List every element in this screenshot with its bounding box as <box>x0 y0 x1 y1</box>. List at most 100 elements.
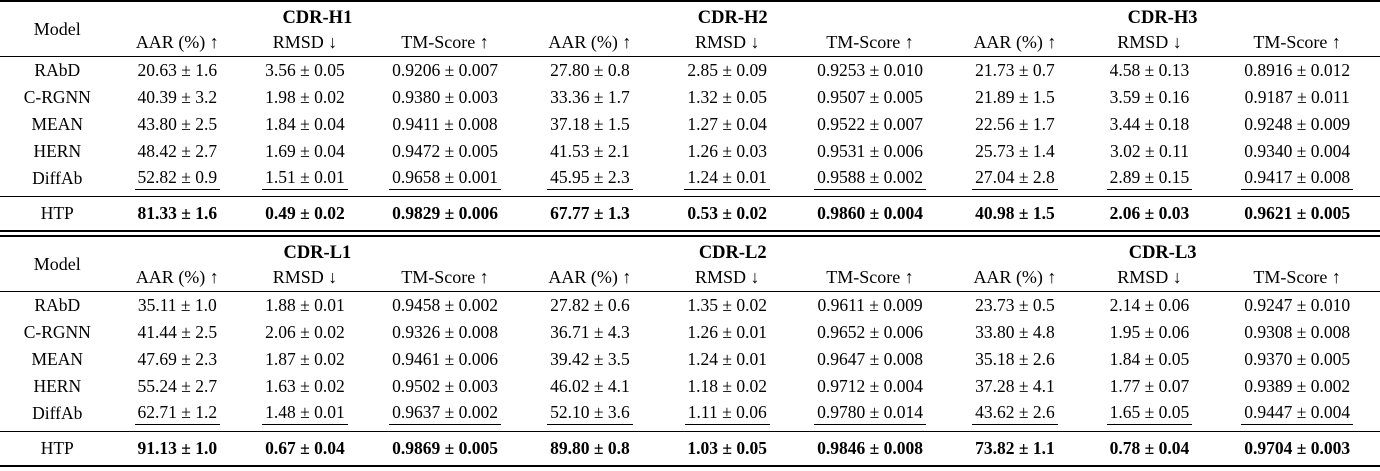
metric-value-cell: 1.11 ± 0.06 <box>660 400 795 432</box>
metric-value: 0.9869 ± 0.005 <box>392 438 498 458</box>
metric-value: 1.88 ± 0.01 <box>265 295 345 315</box>
metric-value: 33.36 ± 1.7 <box>550 87 630 107</box>
metric-value: 1.98 ± 0.02 <box>265 87 345 107</box>
metric-value: 27.04 ± 2.8 <box>972 167 1058 190</box>
metric-value-cell: 0.9417 ± 0.008 <box>1214 165 1380 197</box>
metric-value-cell: 22.56 ± 1.7 <box>945 111 1084 138</box>
metric-value-cell: 81.33 ± 1.6 <box>114 196 241 231</box>
metric-header-tmscore: TM-Score ↑ <box>794 264 946 292</box>
metric-value: 3.56 ± 0.05 <box>265 60 345 80</box>
cdr-heavy-chain-table: Model CDR-H1 CDR-H2 CDR-H3 AAR (%) ↑ RMS… <box>0 0 1380 232</box>
metric-value-cell: 37.28 ± 4.1 <box>945 373 1084 400</box>
metric-value-cell: 2.06 ± 0.03 <box>1084 196 1215 231</box>
metric-value: 81.33 ± 1.6 <box>137 203 218 223</box>
metric-value: 0.67 ± 0.04 <box>265 438 345 458</box>
group-header-row: Model CDR-H1 CDR-H2 CDR-H3 <box>0 1 1380 57</box>
metric-value: 1.24 ± 0.01 <box>684 167 771 190</box>
metric-value: 2.14 ± 0.06 <box>1109 295 1190 315</box>
metric-value-cell: 2.14 ± 0.06 <box>1085 292 1215 320</box>
metric-value-cell: 0.9461 ± 0.006 <box>370 346 520 373</box>
metric-value: 0.8916 ± 0.012 <box>1244 60 1351 80</box>
metric-value-cell: 35.18 ± 2.6 <box>945 346 1084 373</box>
metric-value: 0.9652 ± 0.006 <box>817 322 923 342</box>
metric-value: 0.9308 ± 0.008 <box>1244 322 1351 342</box>
table-row-rabd: RAbD 20.63 ± 1.6 3.56 ± 0.05 0.9206 ± 0.007… <box>0 57 1380 85</box>
metric-value-cell: 0.9588 ± 0.002 <box>795 165 945 197</box>
model-name: C-RGNN <box>23 322 91 342</box>
metric-value-cell: 0.9704 ± 0.003 <box>1214 431 1380 466</box>
metric-value-cell: 1.69 ± 0.04 <box>240 138 370 165</box>
metric-header-rmsd: RMSD ↓ <box>1084 264 1215 292</box>
metric-value-cell: 0.8916 ± 0.012 <box>1214 57 1380 85</box>
metric-value: 27.80 ± 0.8 <box>550 60 630 80</box>
metric-value: 25.73 ± 1.4 <box>975 141 1055 161</box>
metric-value: 2.06 ± 0.02 <box>265 322 345 342</box>
metric-value: 39.42 ± 3.5 <box>550 349 630 369</box>
metric-value-cell: 0.9380 ± 0.003 <box>370 84 520 111</box>
metric-value-cell: 27.82 ± 0.6 <box>520 292 659 320</box>
metric-value: 1.84 ± 0.05 <box>1109 349 1190 369</box>
metric-value-cell: 0.9472 ± 0.005 <box>370 138 520 165</box>
metric-value: 46.02 ± 4.1 <box>550 376 630 396</box>
metric-value: 43.80 ± 2.5 <box>137 114 218 134</box>
metric-value: 20.63 ± 1.6 <box>137 60 218 80</box>
metric-value: 0.53 ± 0.02 <box>687 203 768 223</box>
metric-value-cell: 1.95 ± 0.06 <box>1085 319 1215 346</box>
model-name: HTP <box>0 431 115 466</box>
metric-value-cell: 0.9458 ± 0.002 <box>370 292 520 320</box>
group-header-cdr-h1: CDR-H1 <box>282 8 353 28</box>
table-row-hern: HERN 48.42 ± 2.7 1.69 ± 0.04 0.9472 ± 0.005… <box>0 138 1380 165</box>
metric-value: 0.9247 ± 0.010 <box>1244 295 1351 315</box>
metric-value: 23.73 ± 0.5 <box>975 295 1055 315</box>
group-header-cdr-l1: CDR-L1 <box>283 243 352 263</box>
metric-value-cell: 1.98 ± 0.02 <box>240 84 370 111</box>
metric-value: 40.98 ± 1.5 <box>975 203 1055 223</box>
metric-value-cell: 33.80 ± 4.8 <box>945 319 1084 346</box>
metric-value: 0.9461 ± 0.006 <box>392 349 498 369</box>
metric-value: 3.02 ± 0.11 <box>1110 141 1189 161</box>
metric-header-rmsd: RMSD ↓ <box>1084 29 1215 57</box>
metric-value: 0.9846 ± 0.008 <box>817 438 923 458</box>
metric-header-aar: AAR (%) ↑ <box>114 29 241 57</box>
metric-value: 41.53 ± 2.1 <box>550 141 630 161</box>
metric-value: 40.39 ± 3.2 <box>137 87 218 107</box>
metric-value: 1.18 ± 0.02 <box>687 376 768 396</box>
metric-value: 0.9621 ± 0.005 <box>1244 203 1351 223</box>
metric-value: 1.95 ± 0.06 <box>1109 322 1190 342</box>
group-header-cdr-h2: CDR-H2 <box>697 8 768 28</box>
model-name: HERN <box>33 376 82 396</box>
metric-value: 1.26 ± 0.03 <box>687 141 768 161</box>
metric-value: 2.85 ± 0.09 <box>687 60 768 80</box>
metric-value-cell: 91.13 ± 1.0 <box>114 431 241 466</box>
metric-value-cell: 0.9652 ± 0.006 <box>795 319 945 346</box>
metric-header-tmscore: TM-Score ↑ <box>1214 29 1380 57</box>
metric-value-cell: 1.63 ± 0.02 <box>240 373 370 400</box>
metric-value-cell: 0.9248 ± 0.009 <box>1214 111 1380 138</box>
metric-value-cell: 23.73 ± 0.5 <box>945 292 1084 320</box>
metric-value: 52.10 ± 3.6 <box>547 402 633 425</box>
metric-value: 1.27 ± 0.04 <box>687 114 768 134</box>
model-name: MEAN <box>31 349 84 369</box>
table-row-htp: HTP 91.13 ± 1.0 0.67 ± 0.04 0.9869 ± 0.005 8… <box>0 431 1380 466</box>
metric-value: 41.44 ± 2.5 <box>137 322 218 342</box>
metric-value-cell: 1.35 ± 0.02 <box>660 292 795 320</box>
metric-value: 0.9507 ± 0.005 <box>817 87 923 107</box>
metric-value: 0.9417 ± 0.008 <box>1241 167 1354 190</box>
metric-value: 47.69 ± 2.3 <box>137 349 218 369</box>
metric-value-cell: 67.77 ± 1.3 <box>520 196 660 231</box>
metric-value-cell: 55.24 ± 2.7 <box>115 373 241 400</box>
table-header: Model CDR-H1 CDR-H2 CDR-H3 AAR (%) ↑ RMS… <box>0 1 1380 57</box>
model-column-header: Model <box>0 236 115 292</box>
metric-value-cell: 0.9326 ± 0.008 <box>370 319 520 346</box>
metric-value-cell: 43.62 ± 2.6 <box>945 400 1084 432</box>
table-row-c-rgnn: C-RGNN 40.39 ± 3.2 1.98 ± 0.02 0.9380 ± 0.0… <box>0 84 1380 111</box>
metric-value: 1.32 ± 0.05 <box>687 87 768 107</box>
metric-value-cell: 1.24 ± 0.01 <box>660 165 795 197</box>
metric-value: 0.49 ± 0.02 <box>265 203 345 223</box>
metric-value-cell: 48.42 ± 2.7 <box>115 138 241 165</box>
group-header-cdr-l3: CDR-L3 <box>1128 243 1197 263</box>
table-row-diffab: DiffAb 52.82 ± 0.9 1.51 ± 0.01 0.9658 ± 0.0… <box>0 165 1380 197</box>
metric-value-cell: 0.9860 ± 0.004 <box>794 196 946 231</box>
metric-value: 3.44 ± 0.18 <box>1109 114 1190 134</box>
